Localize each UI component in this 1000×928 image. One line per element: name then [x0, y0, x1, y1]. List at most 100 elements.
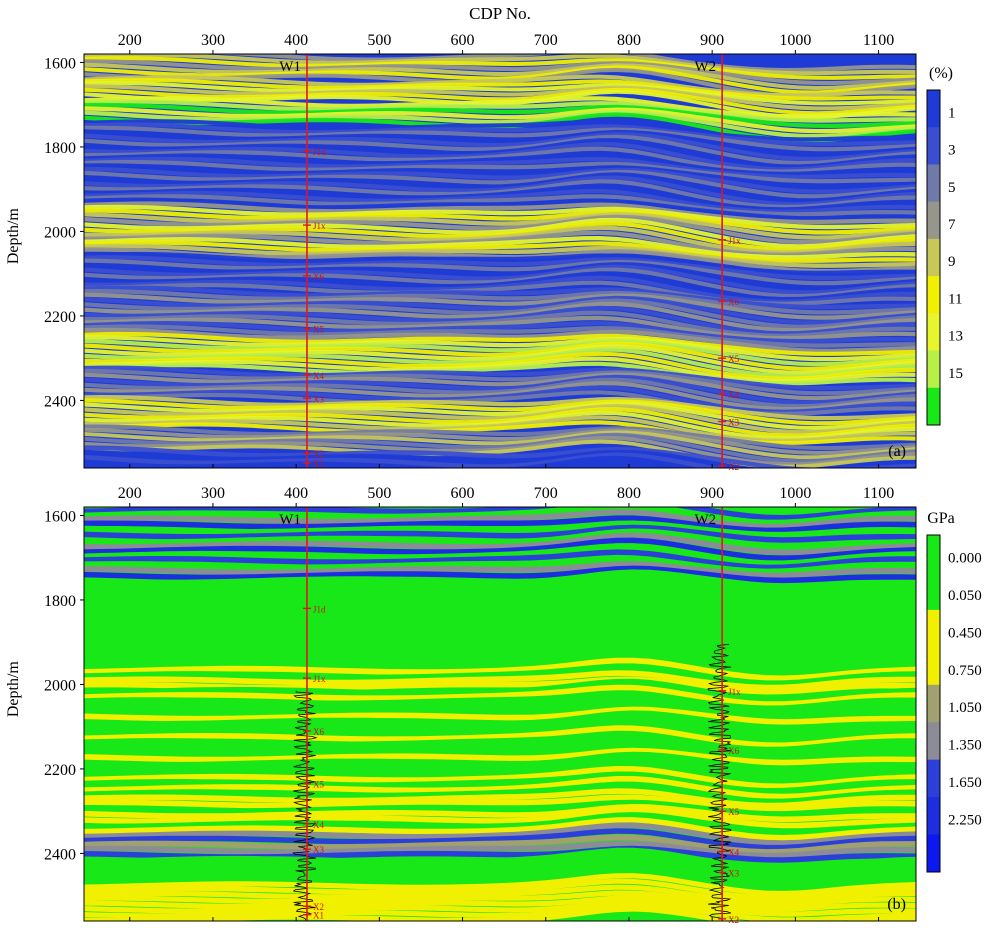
- colorbar-segment: [927, 238, 940, 277]
- well-name-label: W1: [279, 512, 301, 528]
- colorbar-segment: [927, 127, 940, 165]
- section-layer: [84, 528, 916, 549]
- horizon-label: X5: [728, 354, 739, 364]
- section-layer: [84, 430, 916, 460]
- colorbar-segment: [927, 350, 940, 389]
- horizon-label: J1x: [728, 236, 741, 246]
- colorbar-label: 1.050: [948, 700, 982, 716]
- colorbar-label: 3: [948, 143, 956, 159]
- section-layer: [84, 706, 916, 725]
- colorbar-segment: [927, 797, 940, 836]
- section-layer: [84, 834, 916, 855]
- section-layer: [84, 327, 916, 353]
- y-tick-label: 2400: [44, 846, 76, 863]
- section-layer: [84, 899, 916, 917]
- section-layer: [84, 537, 916, 561]
- x-tick-label: 1000: [779, 32, 811, 49]
- section-layer: [84, 214, 916, 245]
- colorbar-segment: [927, 609, 940, 648]
- top-axis-title: CDP No.: [469, 4, 531, 23]
- section-layer: [84, 166, 916, 194]
- section-layer: [84, 751, 916, 772]
- horizon-label: X2: [728, 462, 739, 472]
- horizon-label: J1d: [313, 604, 326, 614]
- plot-frame: [83, 506, 917, 922]
- x-tick-label: 200: [118, 485, 142, 502]
- section-layer: [84, 132, 916, 162]
- section-layer: [84, 663, 916, 687]
- horizon-label: X1: [313, 459, 324, 469]
- section-layer: [84, 172, 916, 203]
- section-layer: [84, 197, 916, 221]
- colorbar-segment: [927, 387, 940, 426]
- y-tick-label: 2400: [44, 393, 76, 410]
- horizon-label: X2: [728, 915, 739, 925]
- section-layer: [84, 251, 916, 275]
- section-layer: [84, 455, 696, 468]
- section-layer: [84, 684, 916, 707]
- section-layer: [84, 179, 916, 209]
- colorbar-segment: [927, 759, 940, 798]
- colorbar-label: 1.350: [948, 738, 982, 754]
- x-tick-label: 400: [284, 485, 308, 502]
- section-layer: [84, 612, 916, 637]
- section-layer: [84, 398, 916, 426]
- horizon-label: X6: [728, 746, 739, 756]
- section-layer: [84, 106, 916, 134]
- horizon-label: X5: [728, 807, 739, 817]
- section-layer: [84, 766, 916, 789]
- section-layer: [84, 670, 916, 691]
- section-layer: [84, 99, 916, 123]
- y-axis-label: Depth/m: [5, 208, 22, 265]
- x-tick-label: 700: [534, 485, 558, 502]
- section-layer: [84, 78, 916, 101]
- y-tick-label: 2200: [44, 762, 76, 779]
- section-layer: [84, 549, 916, 571]
- horizon-label: X1: [313, 911, 324, 921]
- section-layer: [84, 906, 916, 921]
- colorbar-label: 5: [948, 180, 956, 196]
- section-layer: [84, 335, 916, 362]
- panel-label: (a): [888, 443, 906, 460]
- horizon-label: X6: [728, 297, 739, 307]
- well-name-label: W2: [694, 59, 716, 75]
- panel-label: (b): [887, 896, 906, 913]
- section-layer: [84, 618, 916, 641]
- colorbar-frame: [926, 89, 941, 426]
- y-tick-label: 2000: [44, 224, 76, 241]
- x-tick-label: 700: [534, 32, 558, 49]
- section-layer: [84, 828, 916, 851]
- colorbar-label: 0.750: [948, 663, 982, 679]
- section-layer: [84, 424, 916, 450]
- colorbar-unit: GPa: [927, 510, 955, 527]
- section-layer: [84, 725, 916, 748]
- section-layer: [84, 59, 916, 85]
- section-layer: [84, 54, 916, 76]
- horizon-label: X3: [313, 845, 324, 855]
- horizon-label: X2: [313, 902, 324, 912]
- horizon-label: X5: [313, 325, 324, 335]
- section-layer: [84, 853, 916, 876]
- section-layer: [84, 401, 916, 430]
- section-layer: [84, 678, 916, 703]
- section-layer: [84, 240, 916, 263]
- section-layer: [84, 817, 916, 841]
- section-layer: [84, 657, 916, 682]
- colorbar-label: 0.000: [948, 550, 982, 566]
- well-log-curve: [292, 690, 318, 921]
- colorbar-segment: [927, 90, 940, 128]
- horizon-label: X4: [728, 390, 739, 400]
- section-layer: [84, 289, 916, 315]
- section-layer: [84, 204, 916, 230]
- colorbar-unit: (%): [929, 65, 953, 82]
- y-tick-label: 1800: [44, 140, 76, 157]
- y-axis-label: Depth/m: [5, 661, 22, 718]
- colorbar-frame: [926, 534, 941, 873]
- section-layer: [84, 208, 916, 235]
- y-tick-label: 1600: [44, 508, 76, 525]
- section-layer: [84, 719, 916, 743]
- section-layer: [84, 710, 916, 731]
- section-layer: [84, 275, 916, 304]
- colorbar-segment: [927, 276, 940, 314]
- section-layer: [84, 141, 916, 172]
